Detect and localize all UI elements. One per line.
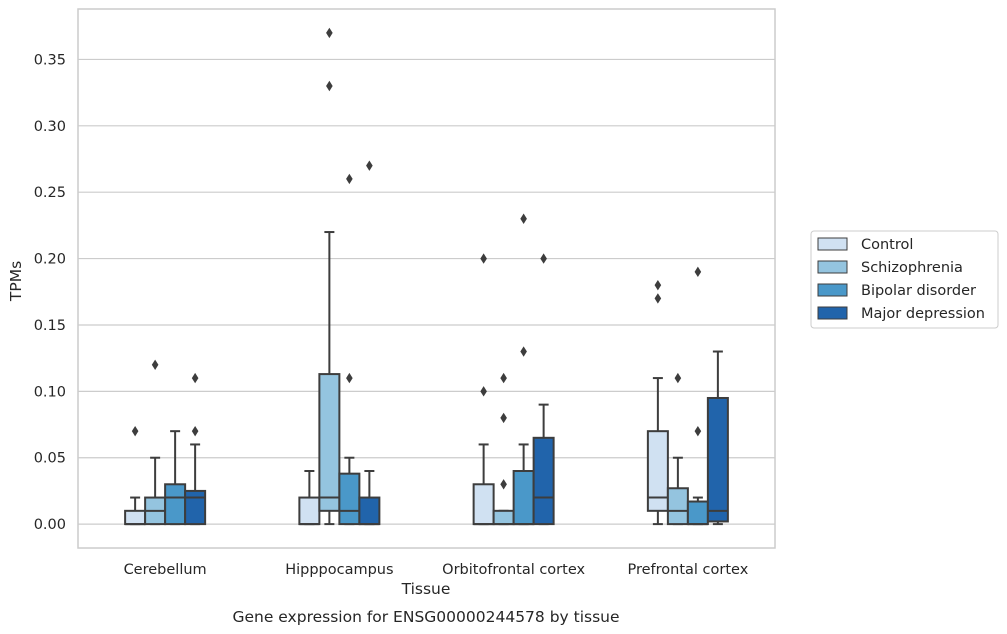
y-axis-ticks: 0.00 0.05 0.10 0.15 0.20 0.25 0.30 0.35 [34,52,66,533]
y-tick-label: 0.15 [34,318,66,334]
box-schizophrenia-prefrontal-cortex [666,372,689,526]
box-body [512,470,535,526]
y-tick-label: 0.05 [34,451,66,467]
outlier-point [500,412,507,424]
legend-label: Schizophrenia [861,260,963,276]
legend: Control Schizophrenia Bipolar disorder Majo… [810,230,999,329]
box-bipolar-disorder-cerebellum [164,430,187,526]
y-tick-label: 0.00 [34,517,66,533]
x-tick-label: Prefrontal cortex [627,562,748,578]
legend-label: Major depression [861,306,985,322]
box-major-depression-prefrontal-cortex [706,350,729,526]
box-control-cerebellum [124,425,147,526]
box-control-prefrontal-cortex [646,279,669,526]
outlier-point [131,425,139,437]
legend-swatch [817,306,848,320]
box-body [706,396,729,523]
outlier-point [694,266,702,278]
x-axis-label: Tissue [401,580,451,598]
box-major-depression-orbitofrontal-cortex [532,253,555,526]
box-body [492,509,515,526]
box-body [686,500,709,526]
outlier-point [346,173,353,185]
y-tick-label: 0.10 [34,384,66,400]
box-body [358,496,381,526]
plot-frame [77,8,776,549]
box-body [666,487,689,526]
outlier-point [500,372,507,384]
outlier-point [654,293,662,304]
x-tick-label: Orbitofrontal cortex [442,562,585,578]
box-bipolar-disorder-prefrontal-cortex [686,266,709,526]
outlier-point [540,253,547,264]
legend-swatch [817,237,848,251]
box-bipolar-disorder-orbitofrontal-cortex [512,213,535,526]
outlier-point [366,160,373,171]
box-schizophrenia-orbitofrontal-cortex [492,372,515,526]
box-body [338,472,361,526]
y-tick-label: 0.30 [34,119,66,135]
box-control-hipppocampus [298,470,321,526]
outlier-point [500,479,507,490]
outlier-point [654,279,662,291]
legend-frame [810,230,999,329]
x-axis-ticks: Cerebellum Hipppocampus Orbitofrontal cort… [124,562,749,578]
legend-swatch [817,283,848,297]
box-major-depression-hipppocampus [358,160,381,526]
y-axis-label: TPMs [7,261,25,302]
chart-caption: Gene expression for ENSG00000244578 by t… [232,608,619,626]
legend-swatch [817,260,848,274]
outlier-point [346,372,353,384]
outlier-point [480,386,487,397]
legend-label: Control [861,237,913,253]
box-major-depression-cerebellum [184,372,207,526]
box-body [472,483,495,526]
x-tick-label: Hipppocampus [285,562,393,578]
outlier-point [326,27,333,39]
box-control-orbitofrontal-cortex [472,253,495,526]
legend-label: Bipolar disorder [861,283,976,299]
box-body [298,496,321,526]
box-schizophrenia-cerebellum [144,359,167,526]
outlier-point [191,425,199,437]
box-body [318,373,341,512]
grid-lines [78,58,775,525]
outlier-point [191,372,199,384]
y-tick-label: 0.25 [34,185,66,201]
box-body [646,430,669,512]
box-body [184,489,207,526]
box-body [164,483,187,526]
y-tick-label: 0.35 [34,52,66,68]
outlier-point [151,359,159,370]
x-tick-label: Cerebellum [124,562,207,578]
box-bipolar-disorder-hipppocampus [338,173,361,526]
outlier-point [694,425,702,437]
box-body [124,509,147,526]
box-body [532,436,555,526]
outlier-point [520,346,527,357]
outlier-point [674,372,682,384]
box-plots [124,27,729,526]
outlier-point [480,253,487,264]
box-schizophrenia-hipppocampus [318,27,341,526]
outlier-point [326,80,333,92]
y-tick-label: 0.20 [34,252,66,268]
outlier-point [520,213,527,224]
